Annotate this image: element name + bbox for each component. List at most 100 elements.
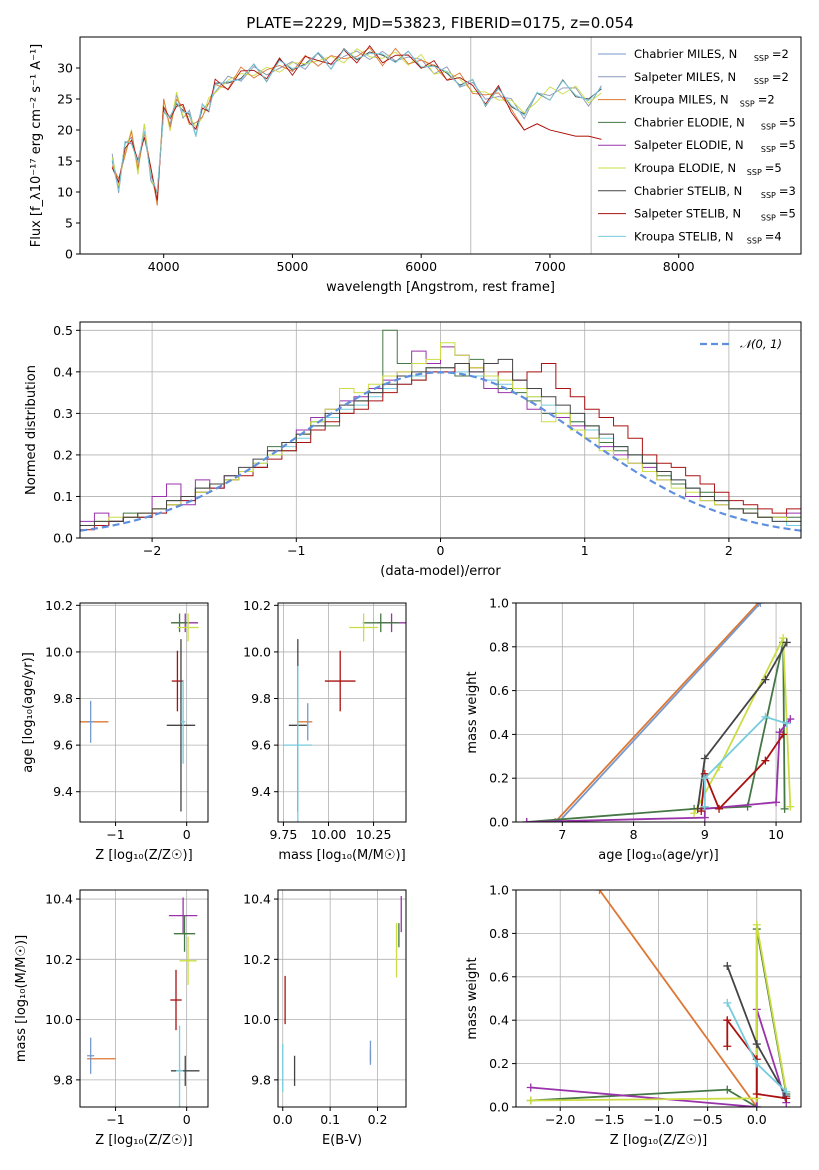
- y-tick-label: 1.0: [489, 883, 509, 898]
- plot-area: [80, 329, 801, 538]
- y-tick-label: 0.0: [489, 1100, 509, 1115]
- y-tick-label: 9.8: [251, 691, 271, 706]
- x-tick-label: 10: [768, 827, 784, 842]
- y-tick-label: 10.0: [243, 1012, 271, 1027]
- y-tick-label: 0.0: [489, 815, 509, 830]
- x-tick-label: 0.1: [320, 1112, 340, 1127]
- mass-weight-marker: [752, 1089, 761, 1098]
- mass-weight-marker: [743, 802, 752, 811]
- x-tick-label: 0: [183, 1112, 191, 1127]
- x-tick-label: 10.00: [311, 827, 347, 842]
- mass-weight-marker: [752, 1059, 761, 1068]
- legend-entry: Kroupa STELIB, N: [634, 229, 734, 243]
- mass-weight-marker: [526, 1096, 535, 1105]
- spectrum-line: [111, 50, 602, 194]
- legend-subscript: SSP: [761, 145, 776, 154]
- x-tick-label: −2: [143, 543, 161, 558]
- legend-value: =5: [779, 138, 796, 152]
- y-axis-label: Normed distribution: [24, 365, 39, 495]
- legend-entry: Chabrier MILES, N: [634, 47, 737, 61]
- mass-weight-marker: [700, 774, 709, 783]
- mass-weight-line: [696, 641, 788, 809]
- y-tick-label: 0.5: [53, 323, 73, 338]
- x-tick-label: 9: [701, 827, 709, 842]
- axes-frame: [79, 889, 209, 1108]
- x-tick-label: 8000: [663, 259, 695, 274]
- y-tick-label: 9.8: [251, 1072, 271, 1087]
- axes-frame: [515, 602, 802, 823]
- x-tick-label: 0.0: [747, 1112, 767, 1127]
- legend-subscript: SSP: [747, 236, 762, 245]
- mass-weight-marker: [772, 798, 781, 807]
- legend-entry: Chabrier STELIB, N: [634, 184, 742, 198]
- mass-weight-marker: [780, 804, 789, 813]
- y-tick-label: 9.4: [251, 784, 271, 799]
- axes-frame: [277, 889, 407, 1108]
- mass-weight-marker: [782, 1087, 791, 1096]
- mass-weight-marker: [715, 804, 724, 813]
- legend-entry: Salpeter ELODIE, N: [634, 138, 744, 152]
- legend-subscript: SSP: [747, 168, 762, 177]
- legend-entry: Chabrier ELODIE, N: [634, 115, 745, 129]
- mass-weight-marker: [752, 1103, 761, 1107]
- legend-entry: 𝒩(0, 1): [740, 337, 782, 351]
- y-tick-label: 10.2: [45, 952, 73, 967]
- mass-weight-marker: [779, 634, 788, 643]
- x-tick-label: −1.0: [643, 1112, 673, 1127]
- x-tick-label: −1: [287, 543, 305, 558]
- y-tick-label: 9.8: [53, 691, 73, 706]
- x-axis-label: (data-model)/error: [380, 564, 501, 579]
- y-tick-label: 0.0: [53, 531, 73, 546]
- y-tick-label: 1.0: [489, 596, 509, 611]
- y-tick-label: 20: [57, 123, 73, 138]
- spectrum-line: [111, 48, 602, 193]
- panel-age_vs_mass: 9.75 10.00 10.25 9.4 9.6 9.8 10.0 10.2 mass [log…: [243, 598, 407, 863]
- mass-weight-marker: [522, 818, 531, 822]
- x-tick-label: 1: [581, 543, 589, 558]
- y-tick-label: 9.4: [53, 784, 73, 799]
- axes-frame: [277, 602, 407, 823]
- mass-weight-marker: [700, 754, 709, 763]
- y-tick-label: 0.8: [489, 639, 509, 654]
- y-tick-label: 10: [57, 185, 73, 200]
- y-tick-label: 0.2: [489, 1056, 509, 1071]
- y-tick-label: 10.2: [243, 952, 271, 967]
- x-tick-label: −0.5: [692, 1112, 722, 1127]
- plot-area: [522, 603, 795, 822]
- y-tick-label: 0.4: [489, 1013, 509, 1028]
- mass-weight-marker: [786, 802, 795, 811]
- panel-residual_hist: −2 −1 0 1 2 0.0 0.1 0.2 0.3 0.4 0.5 (data-model)/er…: [24, 321, 802, 579]
- panel-age_vs_Z: −1 0 9.4 9.6 9.8 10.0 10.2 Z [log₁₀(Z/Z☉)] age […: [21, 598, 209, 863]
- spectrum-line: [111, 48, 602, 200]
- y-axis-label: mass weight: [465, 957, 480, 1039]
- y-tick-label: 15: [57, 154, 73, 169]
- mass-weight-marker: [595, 890, 604, 894]
- figure-title: PLATE=2229, MJD=53823, FIBERID=0175, z=0…: [246, 14, 633, 32]
- x-axis-label: Z [log₁₀(Z/Z☉)]: [610, 1133, 707, 1148]
- panel-mass_vs_Z: −1 0 9.8 10.0 10.2 10.4 Z [log₁₀(Z/Z☉)] mass [l…: [14, 889, 209, 1148]
- x-tick-label: 5000: [277, 259, 309, 274]
- mass-weight-marker: [752, 1040, 761, 1049]
- legend-value: =5: [765, 161, 782, 175]
- plot-area: [282, 896, 402, 1092]
- panel-mass_vs_ebv: 0.0 0.1 0.2 9.8 10.0 10.2 10.4 E(B-V): [243, 889, 407, 1148]
- y-tick-label: 10.2: [45, 598, 73, 613]
- x-tick-label: 8: [630, 827, 638, 842]
- legend-subscript: SSP: [740, 100, 755, 109]
- legend-value: =2: [772, 47, 789, 61]
- x-tick-label: −1.5: [594, 1112, 624, 1127]
- y-tick-label: 0.1: [53, 489, 73, 504]
- x-axis-label: age [log₁₀(age/yr)]: [598, 848, 719, 863]
- mass-weight-marker: [690, 809, 699, 818]
- mass-weight-marker: [700, 813, 709, 822]
- x-axis-label: mass [log₁₀(M/M☉)]: [278, 848, 405, 863]
- mass-weight-marker: [761, 712, 770, 721]
- legend-subscript: SSP: [761, 191, 776, 200]
- panel-spectrum: 4000 5000 6000 7000 8000 0 5 10 15 20 25 30 waveleng…: [29, 36, 802, 295]
- legend-value: =5: [779, 115, 796, 129]
- mass-weight-line: [598, 890, 758, 1107]
- y-tick-label: 0.8: [489, 926, 509, 941]
- x-tick-label: −1: [106, 1112, 124, 1127]
- x-axis-label: E(B-V): [322, 1133, 362, 1148]
- panel-mass_weight_vs_age: 7 8 9 10 0.0 0.2 0.4 0.6 0.8 1.0 age [log₁₀(age/yr…: [465, 596, 802, 863]
